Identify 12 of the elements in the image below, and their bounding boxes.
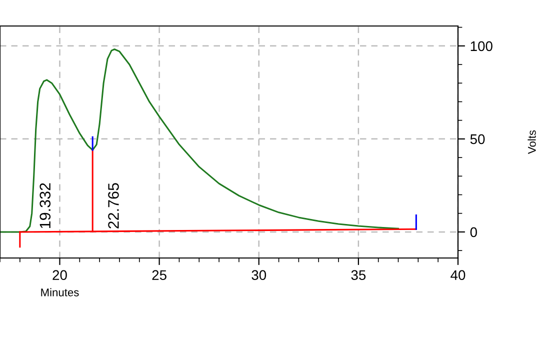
x-tick-label: 35 — [351, 270, 366, 280]
annotation: 19.332 — [40, 183, 51, 228]
x-tick-label: 20 — [52, 270, 67, 280]
annotation: 22.765 — [108, 183, 119, 228]
y-tick-label: 0 — [470, 227, 477, 238]
y-tick-label: 50 — [470, 134, 485, 144]
x-tick-label: 30 — [252, 270, 266, 280]
x-axis-title: Minutes — [41, 288, 79, 296]
x-tick-label: 25 — [152, 270, 166, 280]
y-axis-title: Volts — [528, 130, 536, 154]
x-tick-label: 40 — [450, 270, 466, 280]
y-tick-label: 100 — [470, 41, 492, 52]
